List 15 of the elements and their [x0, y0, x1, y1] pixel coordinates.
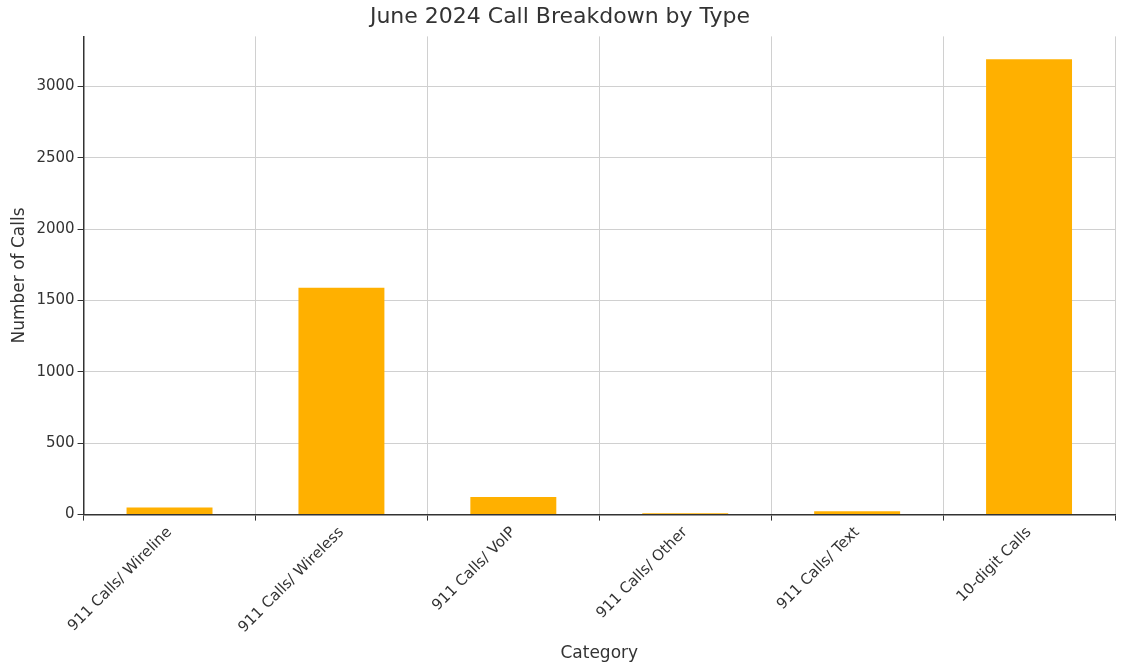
bar: [126, 507, 213, 515]
y-tick-label: 500: [45, 433, 75, 452]
y-tick-label: 1500: [36, 290, 75, 309]
y-tick-label: 0: [65, 504, 75, 523]
y-tick-label: 2000: [36, 219, 75, 237]
y-tick-label: 2500: [36, 147, 75, 166]
bar: [986, 59, 1073, 515]
bar: [298, 287, 385, 515]
bar: [470, 497, 557, 515]
y-tick-label: 1000: [36, 361, 75, 380]
x-axis-title: Category: [560, 642, 639, 663]
y-tick-label: 3000: [36, 76, 75, 95]
bar: [814, 511, 901, 515]
y-axis-title: Number of Calls: [7, 207, 28, 344]
chart-title: June 2024 Call Breakdown by Type: [367, 2, 751, 28]
